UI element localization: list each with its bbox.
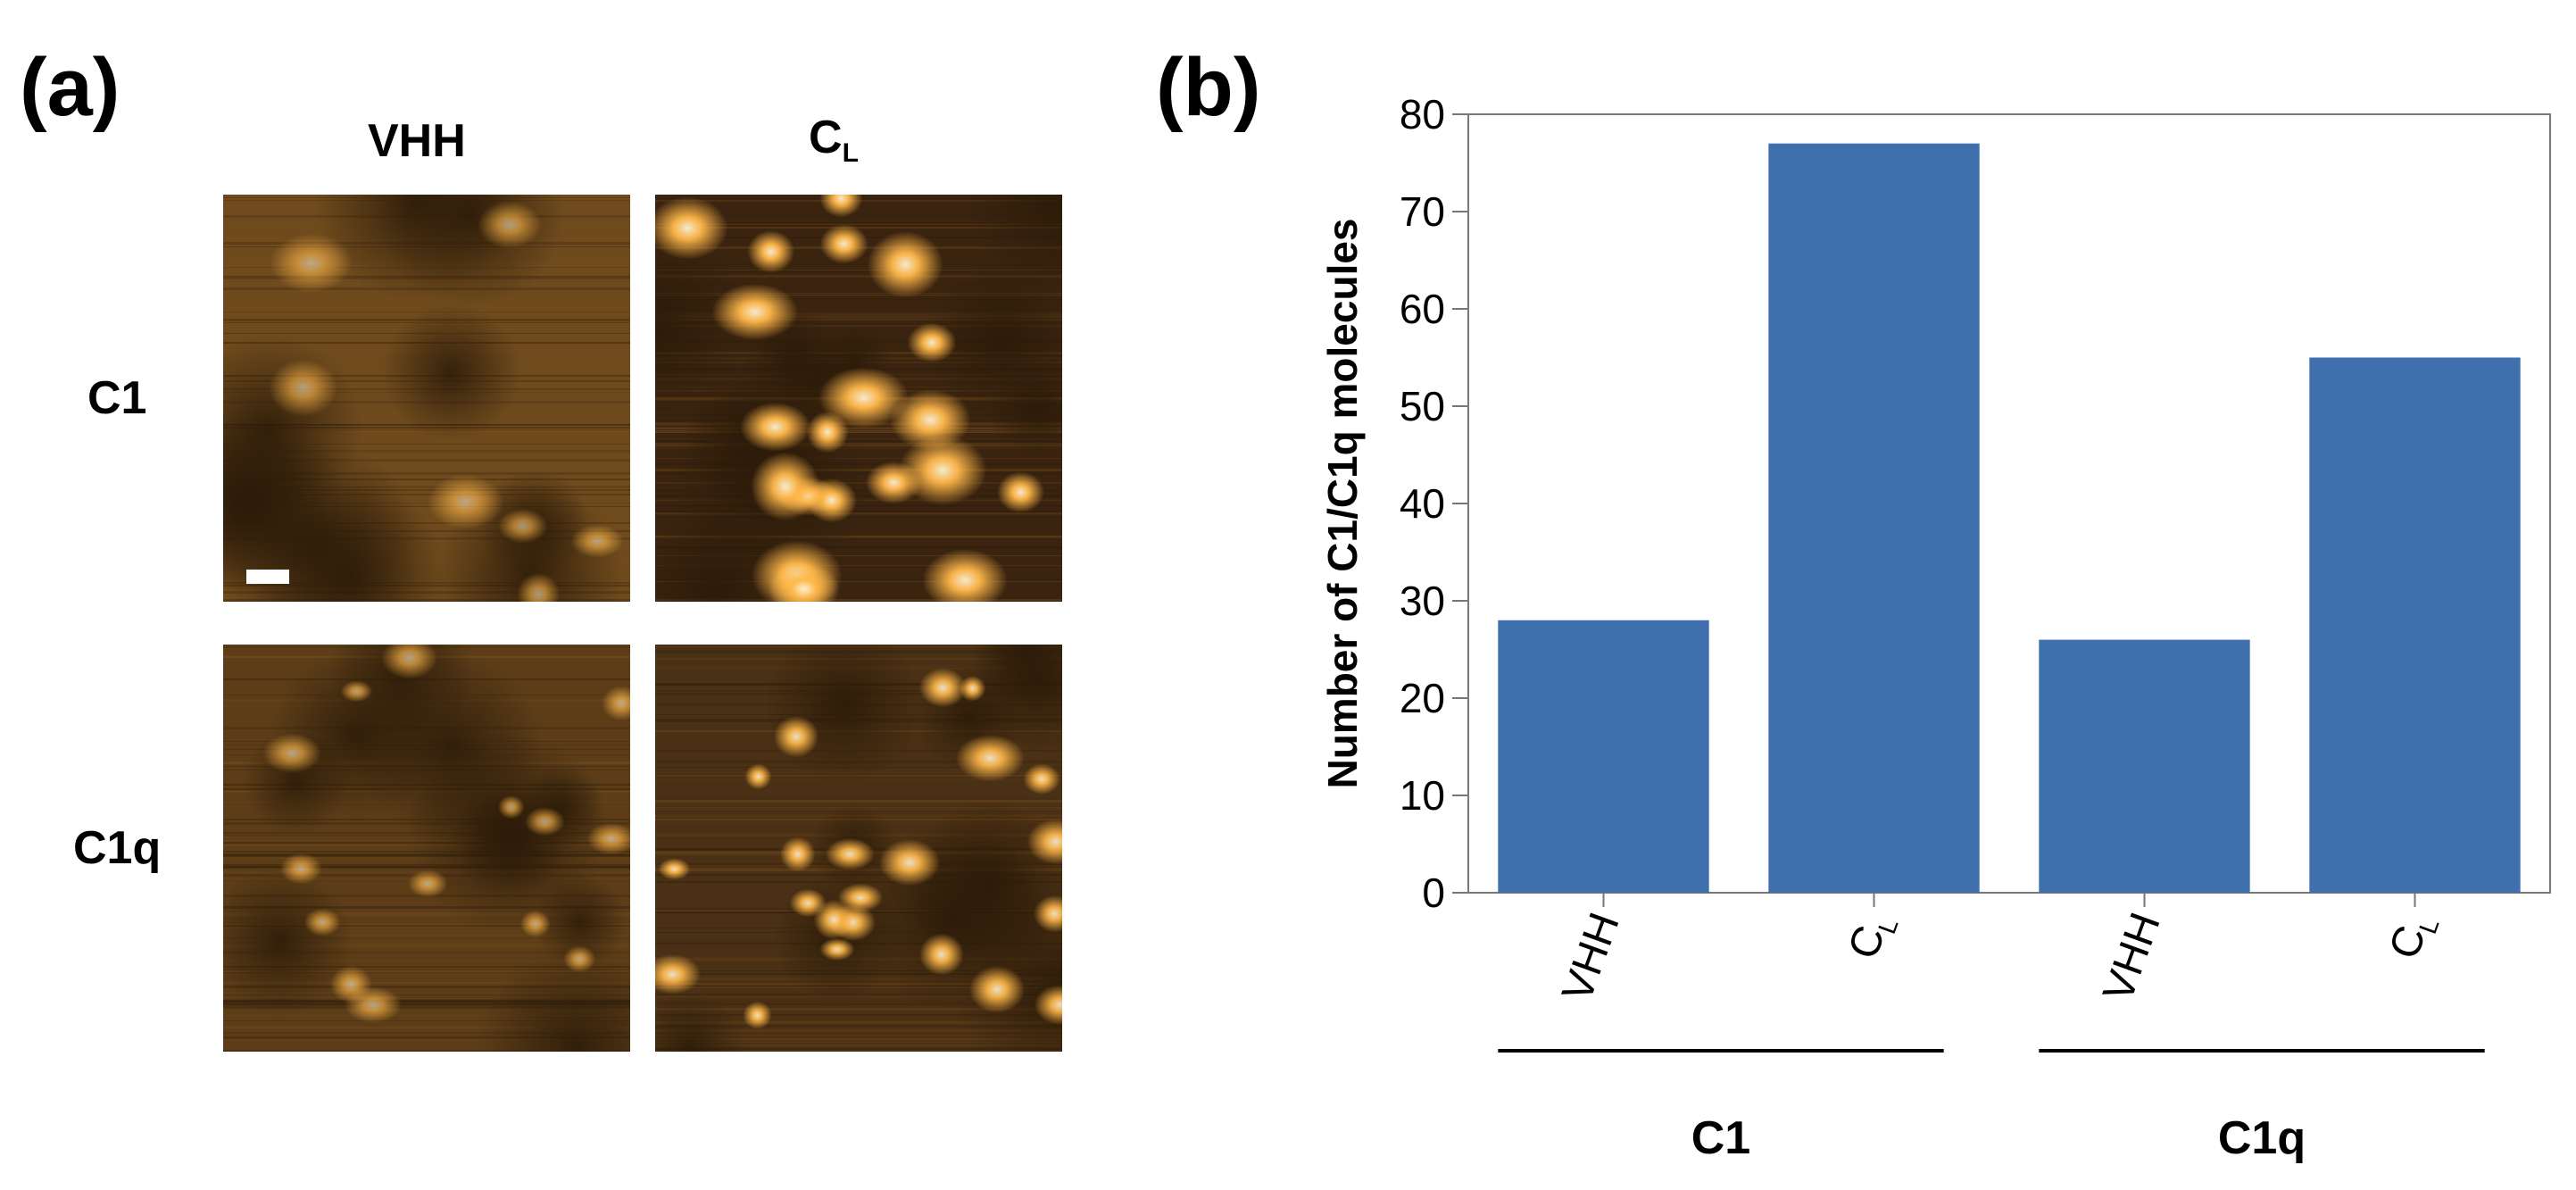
row-label-c1q: C1q [73,822,162,874]
bar [1768,143,1980,893]
group-label: C1q [2218,1112,2306,1164]
y-tick-label: 10 [1400,772,1445,819]
y-tick-label: 20 [1400,675,1445,721]
x-tick-label: CL [1840,907,1904,967]
y-tick-label: 60 [1400,286,1445,332]
group-label: C1 [1691,1112,1750,1164]
afm-image-c1q-vhh [223,645,630,1052]
y-tick-label: 30 [1400,578,1445,624]
bar [2309,357,2521,893]
afm-image-c1-vhh [223,195,630,602]
afm-image-c1-cl [655,195,1062,602]
column-label-vhh: VHH [368,118,466,171]
column-label-vhh-text: VHH [368,115,466,167]
y-tick-label: 80 [1400,91,1445,137]
panel-b-label: (b) [1156,42,1261,133]
afm-image-c1q-cl [655,645,1062,1052]
x-tick-label: VHH [1553,907,1628,1008]
x-tick-label-text: VHH [1553,907,1628,1008]
row-label-c1: C1 [87,372,147,424]
scale-bar [246,570,289,584]
bar [2039,639,2250,893]
x-tick-label-text: VHH [2094,907,2169,1008]
column-label-cl-sub: L [842,138,859,168]
x-tick-label: VHH [2094,907,2169,1008]
x-tick-label: CL [2381,907,2445,967]
y-tick-label: 50 [1400,383,1445,429]
column-label-cl: CL [809,114,859,167]
y-axis-label: Number of C1/C1q molecules [1319,218,1366,788]
y-tick-label: 40 [1400,480,1445,527]
y-tick-label: 70 [1400,188,1445,235]
y-tick-label: 0 [1422,870,1445,916]
bar [1498,620,1709,893]
column-label-cl-text: C [809,112,843,163]
panel-a-label: (a) [20,42,120,133]
